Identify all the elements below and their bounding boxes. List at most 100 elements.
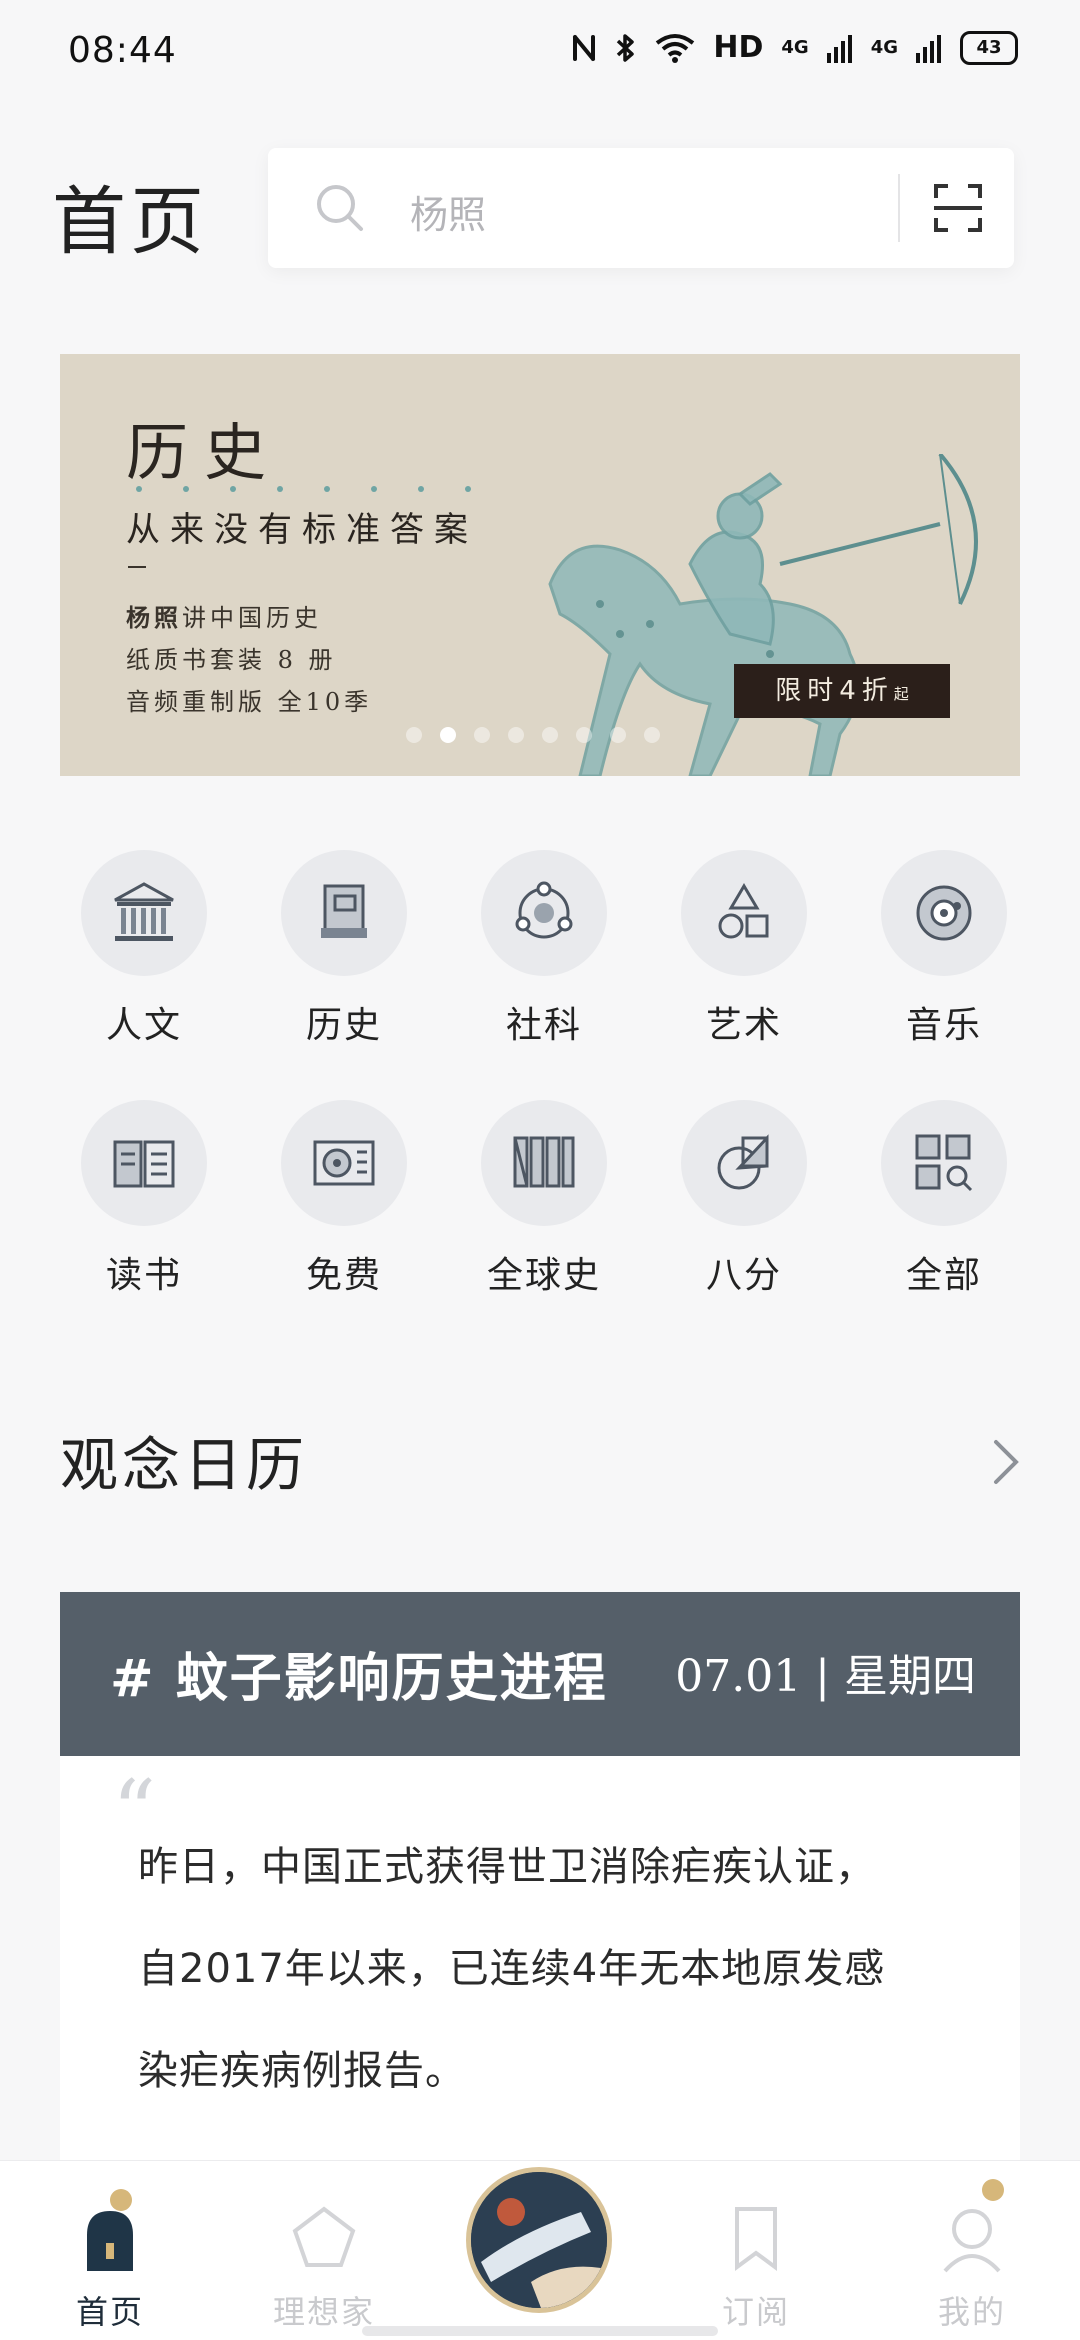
category-item-all[interactable]: 全部 (844, 1100, 1044, 1298)
banner-pager-dot[interactable] (474, 727, 490, 743)
banner-promo-tag[interactable]: 限时4折起 (734, 664, 950, 718)
orbit-icon (515, 881, 573, 939)
nav-item-me[interactable]: 我的 (892, 2201, 1052, 2333)
nav-item-subscribe[interactable]: 订阅 (676, 2201, 836, 2333)
category-item-art[interactable]: 艺术 (644, 850, 844, 1048)
pentagon-icon (292, 2206, 356, 2267)
status-time: 08:44 (68, 30, 177, 71)
category-icon-circle (81, 1100, 207, 1226)
category-label: 全球史 (486, 1255, 601, 1296)
category-item-social-science[interactable]: 社科 (444, 850, 644, 1048)
calendar-card-header[interactable]: # 蚊子影响历史进程 07.01 | 星期四 (60, 1592, 1020, 1756)
category-label: 人文 (105, 1005, 182, 1046)
nav-label-me: 我的 (937, 2293, 1006, 2331)
category-item-humanities[interactable]: 人文 (44, 850, 244, 1048)
category-label: 音乐 (905, 1005, 982, 1046)
category-label: 历史 (305, 1005, 382, 1046)
signal-2-icon (916, 34, 941, 63)
banner-decor-dot (277, 486, 283, 492)
home-indicator (362, 2326, 718, 2336)
banner-decor-dot (418, 486, 424, 492)
search-divider (898, 174, 900, 242)
player-icon (313, 1140, 375, 1186)
banner-decor-dot (371, 486, 377, 492)
banner-line-3: 音频重制版 全10季 (126, 688, 373, 716)
category-item-music[interactable]: 音乐 (844, 850, 1044, 1048)
nfc-icon (573, 34, 596, 61)
category-icon-circle (481, 1100, 607, 1226)
banner-decorative-dots (136, 486, 471, 492)
category-grid: 人文 历史 社科 (44, 850, 1044, 1298)
calendar-date: 07.01 | 星期四 (675, 1651, 976, 1702)
category-icon-circle (81, 850, 207, 976)
search-icon (317, 185, 363, 231)
scan-icon[interactable] (932, 182, 984, 234)
hd-label: HD (713, 30, 764, 65)
banner-dash (128, 566, 146, 568)
me-badge-dot (982, 2179, 1004, 2201)
category-icon-circle (681, 850, 807, 976)
home-badge-dot (110, 2189, 132, 2211)
category-item-bafen[interactable]: 八分 (644, 1100, 844, 1298)
home-icon (87, 2211, 133, 2271)
bottom-nav: 首页 理想家 订阅 (0, 2160, 1080, 2340)
pie-icon (717, 1134, 769, 1190)
search-bar[interactable]: 杨照 (268, 148, 1014, 268)
banner-pager-dot[interactable] (644, 727, 660, 743)
banner-pager-dot[interactable] (610, 727, 626, 743)
category-label: 免费 (305, 1255, 382, 1296)
promo-banner[interactable]: 历史 从来没有标准答案 杨照讲中国历史 纸质书套装 8 册 音频重制版 全10季… (60, 354, 1020, 776)
banner-pager-dot[interactable] (542, 727, 558, 743)
calendar-text-line: 自2017年以来，已连续4年无本地原发感 (138, 1946, 886, 1992)
banner-pager-dot[interactable] (406, 727, 422, 743)
search-input[interactable]: 杨照 (410, 193, 487, 237)
banner-author-line: 杨照讲中国历史 (126, 598, 322, 633)
calendar-topic-tag: # 蚊子影响历史进程 (110, 1649, 608, 1709)
category-item-global-history[interactable]: 全球史 (444, 1100, 644, 1298)
category-label: 八分 (705, 1255, 782, 1296)
status-bar: 08:44 HD 4G 4G (0, 0, 1080, 100)
nav-label-home: 首页 (75, 2293, 144, 2331)
page-title: 首页 (52, 179, 208, 265)
status-icons: HD 4G 4G 43 (571, 30, 1018, 65)
banner-pager-dot[interactable] (508, 727, 524, 743)
calendar-card-body[interactable]: “ 昨日，中国正式获得世卫消除疟疾认证， 自2017年以来，已连续4年无本地原发… (60, 1756, 1020, 2176)
center-player-button[interactable] (466, 2167, 612, 2313)
chevron-right-icon[interactable] (988, 1436, 1024, 1488)
banner-title: 历史 (126, 416, 283, 489)
banner-decor-dot (136, 486, 142, 492)
player-cover-icon (471, 2172, 607, 2308)
grid-search-icon (915, 1134, 973, 1192)
category-icon-circle (881, 850, 1007, 976)
banner-pager-dot[interactable] (576, 727, 592, 743)
battery-indicator: 43 (960, 30, 1018, 65)
nav-item-home[interactable]: 首页 (30, 2201, 190, 2333)
category-label: 全部 (905, 1255, 982, 1296)
category-icon-circle (281, 850, 407, 976)
category-item-free[interactable]: 免费 (244, 1100, 444, 1298)
banner-promo-text: 限时4折 (775, 676, 894, 706)
quote-mark-icon: “ (112, 1762, 156, 1862)
calendar-text-line: 染疟疾病例报告。 (138, 2048, 466, 2094)
signal-1-icon (826, 34, 852, 63)
category-label: 读书 (105, 1255, 182, 1296)
category-icon-circle (481, 850, 607, 976)
category-label: 社科 (505, 1005, 582, 1046)
signal-1-label: 4G (781, 37, 809, 58)
nav-label-subscribe: 订阅 (721, 2293, 790, 2331)
category-item-history[interactable]: 历史 (244, 850, 444, 1048)
banner-subtitle: 从来没有标准答案 (126, 510, 478, 550)
category-item-reading[interactable]: 读书 (44, 1100, 244, 1298)
user-icon (943, 2209, 1001, 2273)
wifi-icon (656, 33, 695, 63)
banner-line-2: 纸质书套装 8 册 (126, 646, 337, 674)
bluetooth-icon (617, 33, 635, 62)
category-icon-circle (881, 1100, 1007, 1226)
disc-icon (916, 885, 972, 941)
banner-pager-dot[interactable] (440, 727, 456, 743)
nav-item-lixiangjia[interactable]: 理想家 (244, 2201, 404, 2333)
banner-promo-suffix: 起 (893, 685, 909, 703)
calendar-card-text: 昨日，中国正式获得世卫消除疟疾认证， 自2017年以来，已连续4年无本地原发感 … (138, 1816, 958, 2122)
signal-2-label: 4G (870, 37, 898, 58)
